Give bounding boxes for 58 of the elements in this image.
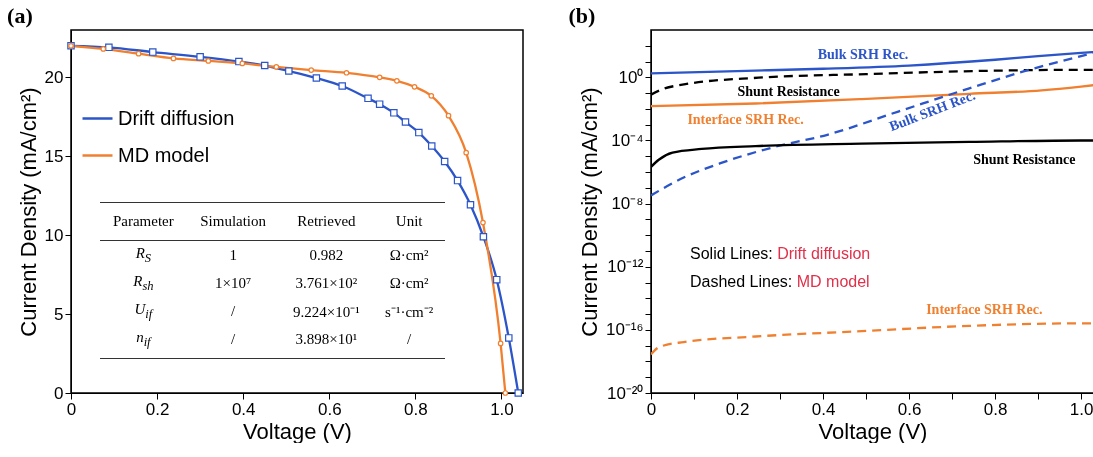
series-label: Shunt Resistance xyxy=(737,83,840,99)
annotation: s⁻¹·cm⁻² xyxy=(384,303,435,322)
annotation: 1×10⁷ xyxy=(214,273,253,293)
y-tick-label: 10⁻⁴ xyxy=(611,130,644,150)
legend-label: Drift diffusion xyxy=(118,106,235,129)
x-tick-label: 0.8 xyxy=(404,399,428,419)
x-tick-label: 1.0 xyxy=(490,399,514,419)
y-tick-label: 10 xyxy=(44,225,64,245)
x-tick-label: 0.4 xyxy=(811,399,836,419)
legend-label: MD model xyxy=(118,143,210,166)
annotation: 3.898×10¹ xyxy=(279,325,374,359)
annotation: Dashed Lines: MD model xyxy=(690,273,870,290)
y-tick-label: 0 xyxy=(54,383,64,403)
annotation: 3.761×10² xyxy=(294,273,359,293)
annotation: Ω·cm² xyxy=(388,245,430,265)
chart-title: (b) xyxy=(568,3,596,28)
annotation: 0.982 xyxy=(308,245,345,265)
annotation: Ω·cm² xyxy=(388,273,430,293)
y-tick-label: 10⁻¹⁶ xyxy=(605,320,644,340)
x-axis-title: Voltage (V) xyxy=(243,418,352,444)
annotation: R$_{sh}$ xyxy=(132,271,155,295)
y-tick-label: 20 xyxy=(44,67,64,87)
x-tick-label: 0.6 xyxy=(317,399,342,419)
x-tick-label: 0.8 xyxy=(983,399,1008,419)
annotation: Simulation xyxy=(186,202,280,241)
annotation: Solid Lines: Drift diffusion xyxy=(690,245,871,262)
annotation: Unit xyxy=(373,202,445,241)
y-tick-label: 10⁻²⁰ xyxy=(606,383,644,403)
y-axis-title: Current Density (mA/cm²) xyxy=(15,87,41,337)
series-label: Bulk SRH Rec. xyxy=(817,46,909,62)
x-axis-title: Voltage (V) xyxy=(818,418,928,444)
y-tick-label: 15 xyxy=(44,146,64,166)
x-tick-label: 1.0 xyxy=(1069,399,1093,419)
x-tick-label: 0.4 xyxy=(231,399,256,419)
series-label: Shunt Resistance xyxy=(973,151,1076,167)
annotation: Retrieved xyxy=(279,202,374,241)
y-tick-label: 10⁻⁸ xyxy=(611,194,644,214)
annotation: R$_{S}$ xyxy=(134,243,153,267)
y-tick-label: 10⁰ xyxy=(618,67,644,87)
chart-title: (a) xyxy=(7,3,33,28)
annotation: U$_{if}$ xyxy=(133,299,155,323)
y-tick-label: 5 xyxy=(54,304,64,324)
annotation: / xyxy=(373,325,445,359)
annotation: Parameter xyxy=(100,202,187,241)
text: Bulk SRH Rec. xyxy=(887,87,978,135)
annotation: n$_{if}$ xyxy=(100,325,187,359)
series-label: Interface SRH Rec. xyxy=(926,301,1043,317)
x-tick-label: 0.6 xyxy=(897,399,922,419)
y-axis-title: Current Density (mA/cm²) xyxy=(576,87,602,337)
x-tick-label: 0.2 xyxy=(145,399,170,419)
annotation: / xyxy=(186,325,280,359)
x-tick-label: 0 xyxy=(646,399,657,419)
y-tick-label: 10⁻¹² xyxy=(607,257,644,277)
series-label: Interface SRH Rec. xyxy=(687,111,804,127)
x-tick-label: 0.2 xyxy=(725,399,750,419)
annotation: 1 xyxy=(228,245,238,265)
annotation: 9.224×10⁻¹ xyxy=(292,303,361,322)
annotation: / xyxy=(230,301,237,321)
